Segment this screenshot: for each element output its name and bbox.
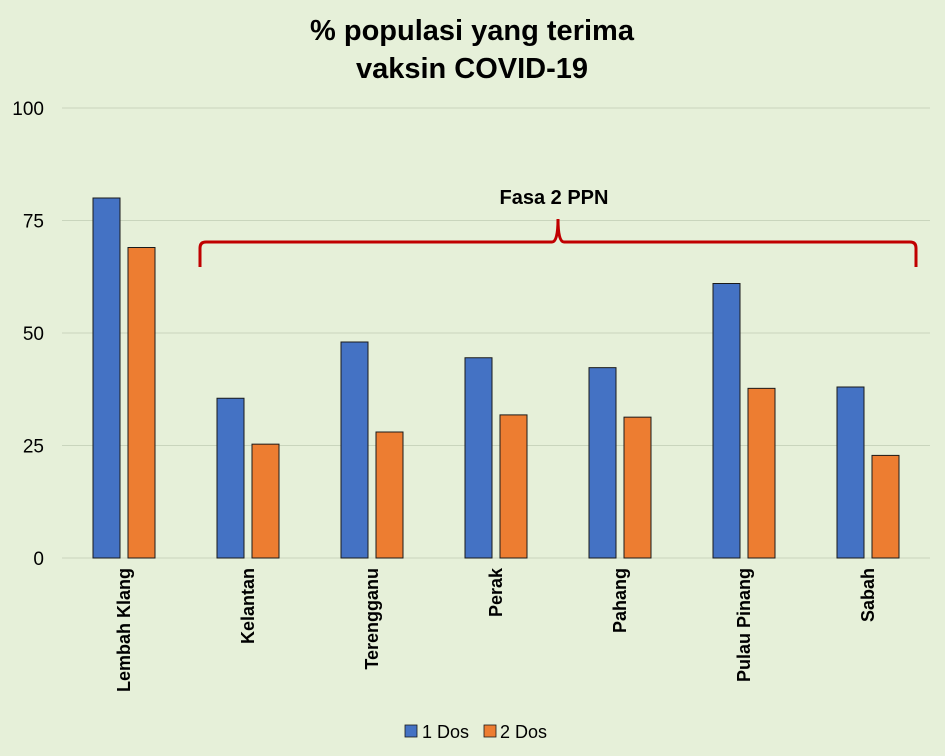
bar-1-dos-lembah-klang [92,197,121,559]
bar-1-dos-perak [464,357,493,559]
chart-title-line-1: % populasi yang terima [310,15,635,47]
x-tick-label-pulau-pinang: Pulau Pinang [734,568,754,682]
x-tick-label-sabah: Sabah [858,568,878,622]
y-tick-label-25: 25 [23,437,44,458]
bar-1-dos-pahang [588,367,617,559]
x-tick-label-terengganu: Terengganu [362,568,382,670]
x-tick-label-pahang: Pahang [610,568,630,633]
bar-2-dos-terengganu [375,431,404,559]
y-tick-label-50: 50 [23,324,44,345]
bar-1-dos-terengganu [340,341,369,559]
bar-2-dos-pahang [623,416,652,559]
legend-swatch-2-dos [483,724,497,738]
legend: 1 Dos 2 Dos [404,722,547,742]
bar-2-dos-lembah-klang [127,247,156,559]
x-tick-label-kelantan: Kelantan [238,568,258,644]
bar-1-dos-kelantan [216,397,245,559]
phase-brace [198,218,918,267]
y-tick-label-0: 0 [33,549,44,570]
x-tick-label-lembah-klang: Lembah Klang [114,568,134,692]
y-axis: 0 25 50 75 100 [12,99,44,570]
bar-2-dos-perak [499,414,528,559]
x-tick-label-perak: Perak [486,567,506,617]
y-tick-label-75: 75 [23,212,44,233]
legend-label-1-dos: 1 Dos [422,722,469,742]
bar-2-dos-sabah [871,454,900,559]
chart-title-line-2: vaksin COVID-19 [356,53,588,85]
phase-annotation: Fasa 2 PPN [198,187,918,267]
bar-2-dos-kelantan [251,443,280,559]
legend-swatch-1-dos [404,724,418,738]
legend-label-2-dos: 2 Dos [500,722,547,742]
phase-label: Fasa 2 PPN [500,187,609,209]
bar-1-dos-sabah [836,386,865,559]
gridlines [62,107,930,559]
bar-2-dos-pulau-pinang [747,387,776,559]
y-tick-label-100: 100 [12,99,44,120]
x-axis: Lembah Klang Kelantan Terengganu Perak Pahan… [114,567,878,692]
bar-1-dos-pulau-pinang [712,283,741,559]
bars [92,197,900,559]
